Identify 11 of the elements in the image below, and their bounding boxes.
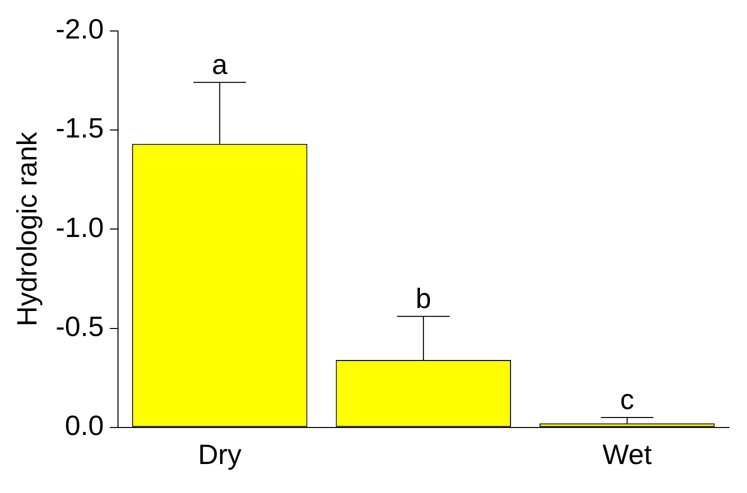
annotation: b	[416, 283, 432, 314]
y-tick-label: -2.0	[56, 14, 104, 45]
y-tick-label: -0.5	[56, 310, 104, 342]
annotation: a	[212, 49, 228, 80]
y-tick-label: -1.5	[56, 112, 104, 144]
x-tick-label: Dry	[198, 438, 242, 470]
x-tick-label: Wet	[602, 438, 652, 470]
y-tick-label: -1.0	[56, 212, 104, 243]
annotation: c	[620, 384, 634, 416]
y-axis-title: Hydrologic rank	[12, 130, 43, 326]
y-tick-label: 0.0	[64, 410, 104, 442]
